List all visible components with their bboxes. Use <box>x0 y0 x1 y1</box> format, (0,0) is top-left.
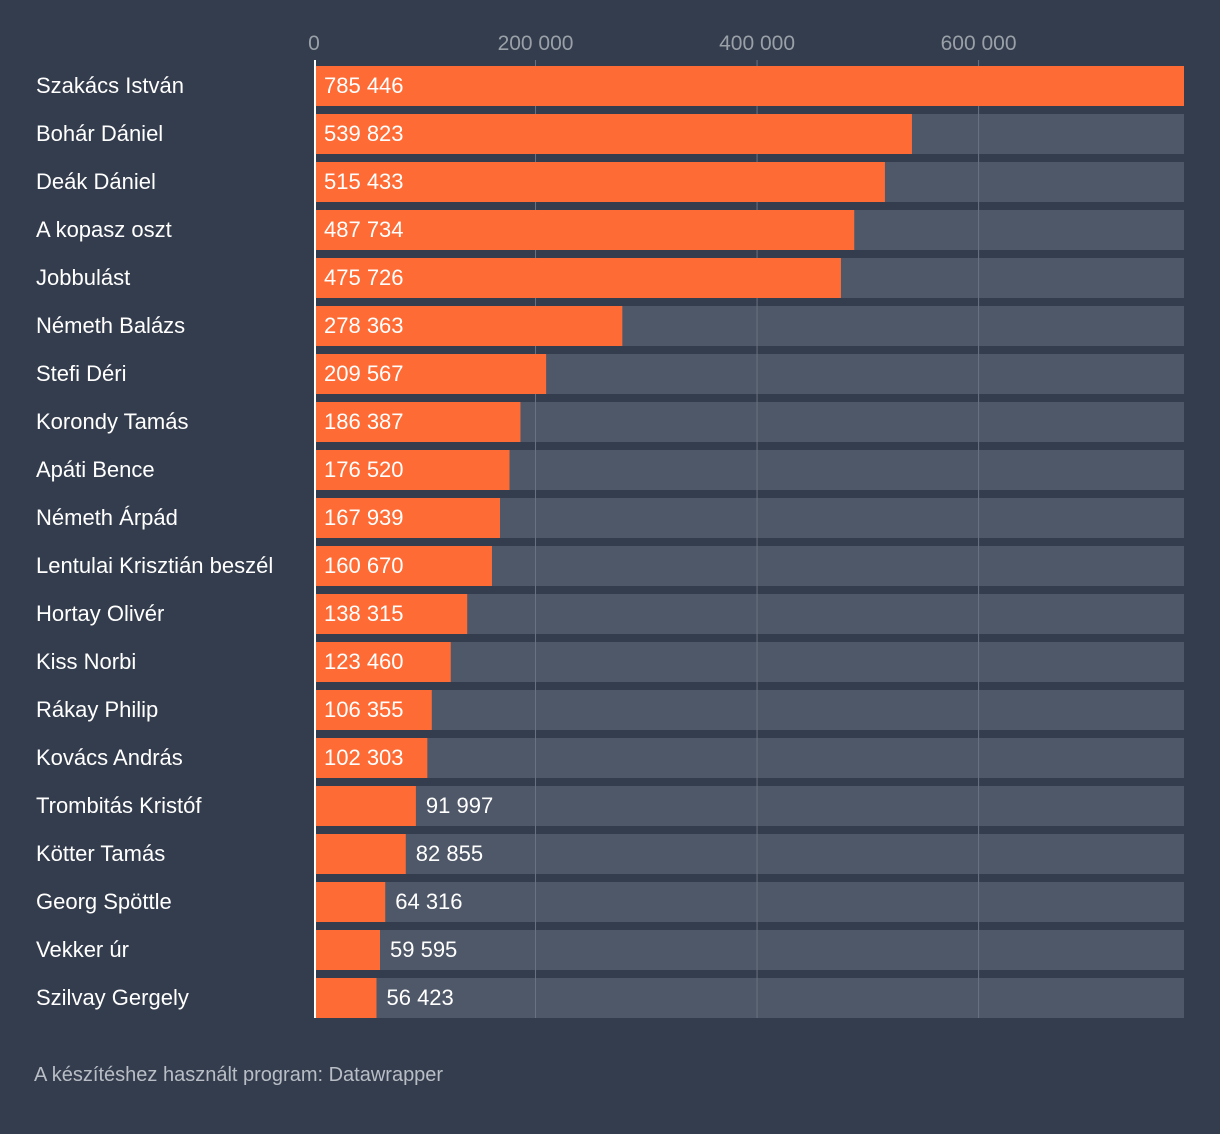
data-label: 186 387 <box>324 409 404 434</box>
bar-track <box>314 978 1184 1018</box>
bar <box>314 210 855 250</box>
data-label: 59 595 <box>390 937 457 962</box>
data-label: 209 567 <box>324 361 404 386</box>
data-label: 176 520 <box>324 457 404 482</box>
value-labels: 785 446 539 823 515 433 487 734 475 726 278 3… <box>324 73 493 1010</box>
bar <box>314 546 492 586</box>
bars <box>314 66 1184 1018</box>
bar <box>314 354 547 394</box>
gridlines <box>535 60 980 1018</box>
bar <box>314 690 432 730</box>
category-label: Trombitás Kristóf <box>36 793 202 818</box>
data-label: 475 726 <box>324 265 404 290</box>
bar-track <box>314 930 1184 970</box>
category-label: Hortay Olivér <box>36 601 164 626</box>
data-label: 91 997 <box>426 793 493 818</box>
data-label: 106 355 <box>324 697 404 722</box>
category-labels: Szakács István Bohár Dániel Deák Dániel A k… <box>36 73 273 1010</box>
x-axis-ticks: 0 200 000 400 000 600 000 <box>308 32 1016 55</box>
bar <box>314 114 912 154</box>
data-label: 487 734 <box>324 217 404 242</box>
bar-track <box>314 882 1184 922</box>
category-label: Lentulai Krisztián beszél <box>36 553 273 578</box>
data-label: 160 670 <box>324 553 404 578</box>
category-label: Kiss Norbi <box>36 649 136 674</box>
category-label: Apáti Bence <box>36 457 155 482</box>
category-label: Korondy Tamás <box>36 409 188 434</box>
data-label: 167 939 <box>324 505 404 530</box>
bar-track <box>314 642 1184 682</box>
bar-track <box>314 738 1184 778</box>
category-label: Kötter Tamás <box>36 841 165 866</box>
category-label: Deák Dániel <box>36 169 156 194</box>
bar-track <box>314 834 1184 874</box>
source-footnote: A készítéshez használt program: Datawrap… <box>34 1064 444 1086</box>
x-tick-label: 0 <box>308 32 320 55</box>
category-label: Jobbulást <box>36 265 130 290</box>
bar <box>314 66 1184 106</box>
category-label: Bohár Dániel <box>36 121 163 146</box>
bar <box>314 978 377 1018</box>
bar-track <box>314 786 1184 826</box>
category-label: Georg Spöttle <box>36 889 172 914</box>
category-label: Szakács István <box>36 73 184 98</box>
bar-tracks <box>314 66 1184 1018</box>
bar <box>314 834 406 874</box>
bar <box>314 738 428 778</box>
bar <box>314 450 510 490</box>
x-tick-label: 200 000 <box>498 32 574 55</box>
category-label: Németh Árpád <box>36 505 178 530</box>
bar <box>314 162 885 202</box>
category-label: Szilvay Gergely <box>36 985 189 1010</box>
bar <box>314 930 381 970</box>
data-label: 82 855 <box>416 841 483 866</box>
bar <box>314 882 386 922</box>
category-label: Németh Balázs <box>36 313 185 338</box>
x-tick-label: 400 000 <box>719 32 795 55</box>
bar <box>314 306 623 346</box>
bar <box>314 786 416 826</box>
category-label: Kovács András <box>36 745 183 770</box>
bar <box>314 402 521 442</box>
category-label: Rákay Philip <box>36 697 158 722</box>
bar <box>314 642 451 682</box>
data-label: 102 303 <box>324 745 404 770</box>
bar-track <box>314 690 1184 730</box>
bar <box>314 498 501 538</box>
category-label: A kopasz oszt <box>36 217 172 242</box>
data-label: 785 446 <box>324 73 404 98</box>
data-label: 539 823 <box>324 121 404 146</box>
bar <box>314 594 468 634</box>
data-label: 123 460 <box>324 649 404 674</box>
category-label: Stefi Déri <box>36 361 126 386</box>
category-label: Vekker úr <box>36 937 129 962</box>
data-label: 515 433 <box>324 169 404 194</box>
data-label: 278 363 <box>324 313 404 338</box>
data-label: 56 423 <box>386 985 453 1010</box>
x-tick-label: 600 000 <box>941 32 1017 55</box>
data-label: 64 316 <box>395 889 462 914</box>
bar <box>314 258 841 298</box>
data-label: 138 315 <box>324 601 404 626</box>
